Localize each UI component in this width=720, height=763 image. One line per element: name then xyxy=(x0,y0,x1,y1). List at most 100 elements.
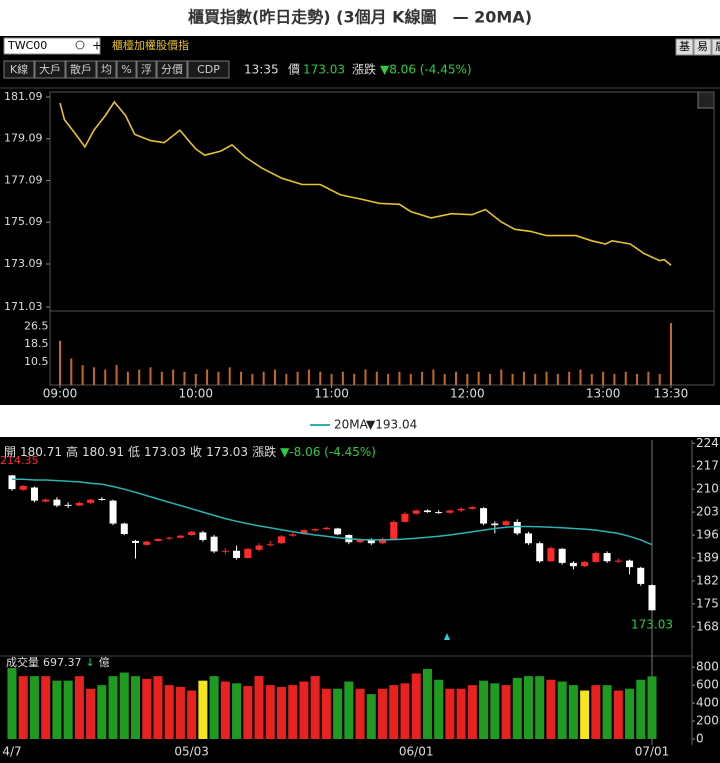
volume-bar xyxy=(488,373,491,385)
volume-bar xyxy=(512,677,522,739)
volume-bar xyxy=(183,371,186,385)
candle-body xyxy=(558,548,566,563)
candle-body xyxy=(334,528,342,535)
volume-bar xyxy=(409,373,412,385)
info-item: 低 xyxy=(128,445,140,459)
volume-bar xyxy=(364,369,367,385)
volume-bar xyxy=(341,371,344,385)
candle-body xyxy=(176,535,184,538)
volume-bar xyxy=(434,679,444,739)
volume-bar xyxy=(557,681,567,739)
ma-line xyxy=(12,478,653,546)
y-tick-label: 168 xyxy=(696,619,719,633)
link-button[interactable] xyxy=(697,91,715,109)
symbol-name: 櫃檯加權股價指 xyxy=(112,38,189,52)
signal-marker xyxy=(444,633,450,640)
right-button[interactable] xyxy=(693,38,712,56)
y-tick-label: 171.03 xyxy=(4,300,43,313)
right-button[interactable] xyxy=(711,38,720,56)
candle-body xyxy=(603,553,611,562)
y-tick-label: 210 xyxy=(696,482,719,496)
candle-body xyxy=(87,499,95,503)
candle-body xyxy=(300,530,308,534)
volume-bar xyxy=(568,371,571,385)
candle-body xyxy=(491,523,499,526)
volume-bar xyxy=(299,681,309,739)
volume-bar xyxy=(647,676,657,739)
candle-body xyxy=(19,485,27,490)
toolbar-button[interactable] xyxy=(96,60,117,79)
volume-bar xyxy=(92,367,95,385)
info-line: 開 180.71 高 180.91 低 173.03 收 173.03 漲跌 ▼-8.06 (-4… xyxy=(4,444,376,459)
candle-body xyxy=(401,513,409,522)
candle-body xyxy=(165,537,173,539)
volume-bar xyxy=(119,672,129,739)
toolbar-button[interactable] xyxy=(187,60,230,79)
volume-bar xyxy=(41,676,51,739)
volume-label-item: ↓ xyxy=(86,656,95,669)
candle-body xyxy=(524,533,532,544)
candle-body xyxy=(412,510,420,514)
toolbar-button[interactable] xyxy=(65,60,97,79)
volume-bar xyxy=(81,365,84,385)
candle-body xyxy=(64,504,72,506)
volume-bar xyxy=(104,369,107,385)
price: 173.03 xyxy=(303,63,345,77)
candle-body xyxy=(143,541,151,545)
volume-bar xyxy=(97,685,107,739)
volume-bar xyxy=(522,371,525,385)
volume-bar xyxy=(288,685,298,739)
candle-body xyxy=(244,548,252,558)
toolbar-button-label: 浮 xyxy=(141,63,152,76)
add-icon[interactable]: + xyxy=(92,39,102,53)
volume-bar xyxy=(217,371,220,385)
search-icon[interactable] xyxy=(75,40,85,50)
y-tick-label: 217 xyxy=(696,459,719,473)
volume-bar xyxy=(455,371,458,385)
volume-bar xyxy=(344,681,354,739)
candle-body xyxy=(569,562,577,567)
toolbar-button[interactable] xyxy=(156,60,188,79)
volume-bar xyxy=(378,688,388,739)
volume-bar xyxy=(445,688,455,739)
info-item: 173.03 xyxy=(144,445,186,459)
symbol: TWC00 xyxy=(7,39,47,52)
volume-bar xyxy=(232,683,242,739)
toolbar-button[interactable] xyxy=(34,60,66,79)
volume-bar xyxy=(546,679,556,739)
candle-body xyxy=(480,508,488,524)
toolbar-button[interactable] xyxy=(116,60,137,79)
volume-bar xyxy=(670,323,672,385)
volume-bar xyxy=(613,690,623,739)
y-tick-label: 189 xyxy=(696,550,719,564)
volume-bar xyxy=(59,340,61,385)
time: 13:35 xyxy=(244,63,279,77)
x-tick-label: 07/01 xyxy=(635,745,670,759)
toolbar-button[interactable] xyxy=(3,60,35,79)
volume-bar xyxy=(138,369,141,385)
right-button[interactable] xyxy=(675,38,694,56)
volume-bar xyxy=(466,373,469,385)
candle-body xyxy=(8,475,16,490)
y-tick-label: 173.09 xyxy=(4,257,43,270)
volume-bar xyxy=(209,676,219,739)
volume-bar xyxy=(625,688,635,739)
volume-bar xyxy=(18,676,28,739)
volume-bar xyxy=(624,371,627,385)
candle-body xyxy=(98,498,106,500)
info-item: 開 xyxy=(4,445,16,459)
symbol-input[interactable] xyxy=(3,37,101,55)
x-tick-label: 05/03 xyxy=(174,745,209,759)
toolbar-button-label: CDP xyxy=(197,63,220,76)
candle-body xyxy=(188,531,196,536)
volume-bar xyxy=(187,690,197,739)
volume-bar xyxy=(534,373,537,385)
volume-bar xyxy=(142,678,152,739)
volume-bar xyxy=(296,371,299,385)
toolbar-button-label: 散戶 xyxy=(70,62,92,76)
candle-body xyxy=(132,540,140,543)
toolbar-button[interactable] xyxy=(136,60,157,79)
volume-bar xyxy=(86,688,96,739)
toolbar-button-label: 均 xyxy=(101,63,112,76)
candle-body xyxy=(614,560,622,562)
